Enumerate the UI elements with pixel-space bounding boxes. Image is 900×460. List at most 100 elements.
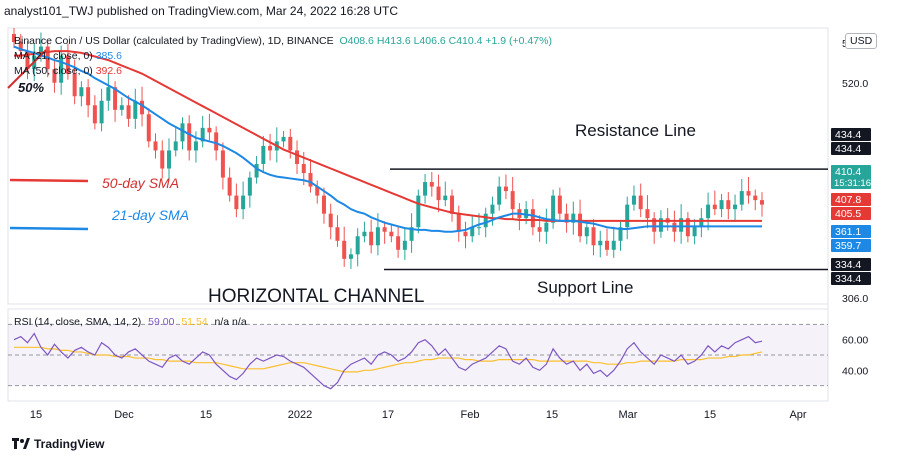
candle-body xyxy=(584,227,589,237)
candle-body xyxy=(254,163,259,178)
candle-body xyxy=(355,236,360,255)
candle-body xyxy=(18,42,23,52)
candle-body xyxy=(92,105,97,124)
price-badge-label: 361.1 xyxy=(835,226,861,238)
publish-header: analyst101_TWJ published on TradingView.… xyxy=(4,4,398,18)
candle-body xyxy=(234,195,239,210)
candle-body xyxy=(557,195,562,214)
candle-body xyxy=(113,87,118,110)
candle-body xyxy=(227,177,232,196)
candle-body xyxy=(86,87,91,106)
price-badge xyxy=(831,239,871,252)
candle-body xyxy=(321,195,326,214)
time-tick-label: 17 xyxy=(382,409,394,421)
candle-body xyxy=(328,213,333,228)
candle-body xyxy=(288,136,293,151)
price-badge xyxy=(831,193,871,206)
candle-body xyxy=(578,213,583,237)
candle-body xyxy=(207,127,212,133)
resistance-annotation: Resistance Line xyxy=(575,121,696,140)
candle-body xyxy=(140,100,145,115)
candle-body xyxy=(295,150,300,164)
candle-body xyxy=(187,123,192,151)
candle-body xyxy=(631,195,636,205)
candle-body xyxy=(443,195,448,201)
rsi-legend-na: n/a n/a xyxy=(215,316,247,328)
candle-body xyxy=(625,204,630,228)
candle-body xyxy=(463,231,468,237)
time-axis-ticks: 15 Dec 15 2022 17 Feb 15 Mar 15 Apr xyxy=(30,409,807,421)
candle-body xyxy=(362,231,367,237)
footer-brand-label: TradingView xyxy=(34,437,105,451)
footer-brand[interactable]: TradingView xyxy=(12,437,104,451)
time-tick-label: Feb xyxy=(461,409,480,421)
price-badge xyxy=(831,272,871,285)
candle-body xyxy=(591,227,596,246)
candle-body xyxy=(423,182,428,196)
candle-body xyxy=(712,204,717,210)
candle-body xyxy=(38,46,43,56)
candle-body xyxy=(611,240,616,250)
sma50-annotation-line xyxy=(9,178,89,183)
time-tick-label: 15 xyxy=(704,409,716,421)
price-badge-countdown: 15:31:16 xyxy=(834,178,871,189)
sma50-annotation: 50-day SMA xyxy=(102,175,179,191)
time-tick-label: Mar xyxy=(619,409,638,421)
price-tick-label: 520.0 xyxy=(842,78,868,90)
time-tick-label: 15 xyxy=(30,409,42,421)
candle-body xyxy=(335,227,340,241)
price-badge xyxy=(831,258,871,271)
candle-body xyxy=(409,227,414,241)
sma21-annotation-line xyxy=(9,226,89,231)
candle-body xyxy=(153,141,158,151)
candle-body xyxy=(268,145,273,151)
candle-body xyxy=(571,213,576,223)
rsi-axis-ticks: 40.00 60.00 xyxy=(842,335,868,378)
candle-body xyxy=(261,145,266,164)
candle-body xyxy=(416,195,421,228)
sma21-annotation: 21-day SMA xyxy=(111,207,189,223)
candle-body xyxy=(692,227,697,237)
candle-body xyxy=(126,105,131,119)
legend-symbol[interactable]: Binance Coin / US Dollar (calculated by … xyxy=(14,35,334,47)
candle-body xyxy=(72,73,77,97)
candle-body xyxy=(618,227,623,241)
candle-body xyxy=(450,195,455,214)
legend-ma21-value: 385.6 xyxy=(95,50,122,62)
currency-badge[interactable]: USD xyxy=(845,33,878,49)
candle-body xyxy=(719,200,724,210)
pct-annotation: 50% xyxy=(18,80,44,95)
candle-body xyxy=(25,51,30,70)
legend-ma50-value: 392.6 xyxy=(95,65,122,77)
candle-body xyxy=(429,182,434,187)
rsi-legend: RSI (14, close, SMA, 14, 2) 59.00 51.54 … xyxy=(14,316,247,328)
candle-body xyxy=(389,231,394,237)
rsi-legend-label: RSI (14, close, SMA, 14, 2) xyxy=(14,316,141,328)
price-badge xyxy=(831,207,871,220)
support-annotation: Support Line xyxy=(537,278,633,297)
candle-body xyxy=(699,218,704,228)
candle-body xyxy=(396,236,401,250)
candle-body xyxy=(746,191,751,196)
candle-body xyxy=(483,213,488,228)
candle-body xyxy=(739,191,744,205)
candle-body xyxy=(308,173,313,187)
candle-body xyxy=(638,195,643,210)
candle-body xyxy=(382,227,387,232)
candle-body xyxy=(193,141,198,151)
candle-body xyxy=(537,227,542,232)
rsi-line xyxy=(13,332,763,390)
candle-body xyxy=(436,186,441,201)
candle-body xyxy=(375,227,380,246)
candle-body xyxy=(180,123,185,142)
legend-ma50-label[interactable]: MA (50, close, 0) xyxy=(14,65,93,77)
candle-body xyxy=(315,186,320,196)
price-badge-label: 405.5 xyxy=(835,208,861,220)
rsi-legend-sma-value: 51.54 xyxy=(181,316,207,328)
time-tick-label: 15 xyxy=(546,409,558,421)
candle-body xyxy=(652,218,657,232)
candle-body xyxy=(497,186,502,205)
candle-body xyxy=(119,105,124,110)
legend-ma21-label[interactable]: MA (21, close, 0) xyxy=(14,50,93,62)
